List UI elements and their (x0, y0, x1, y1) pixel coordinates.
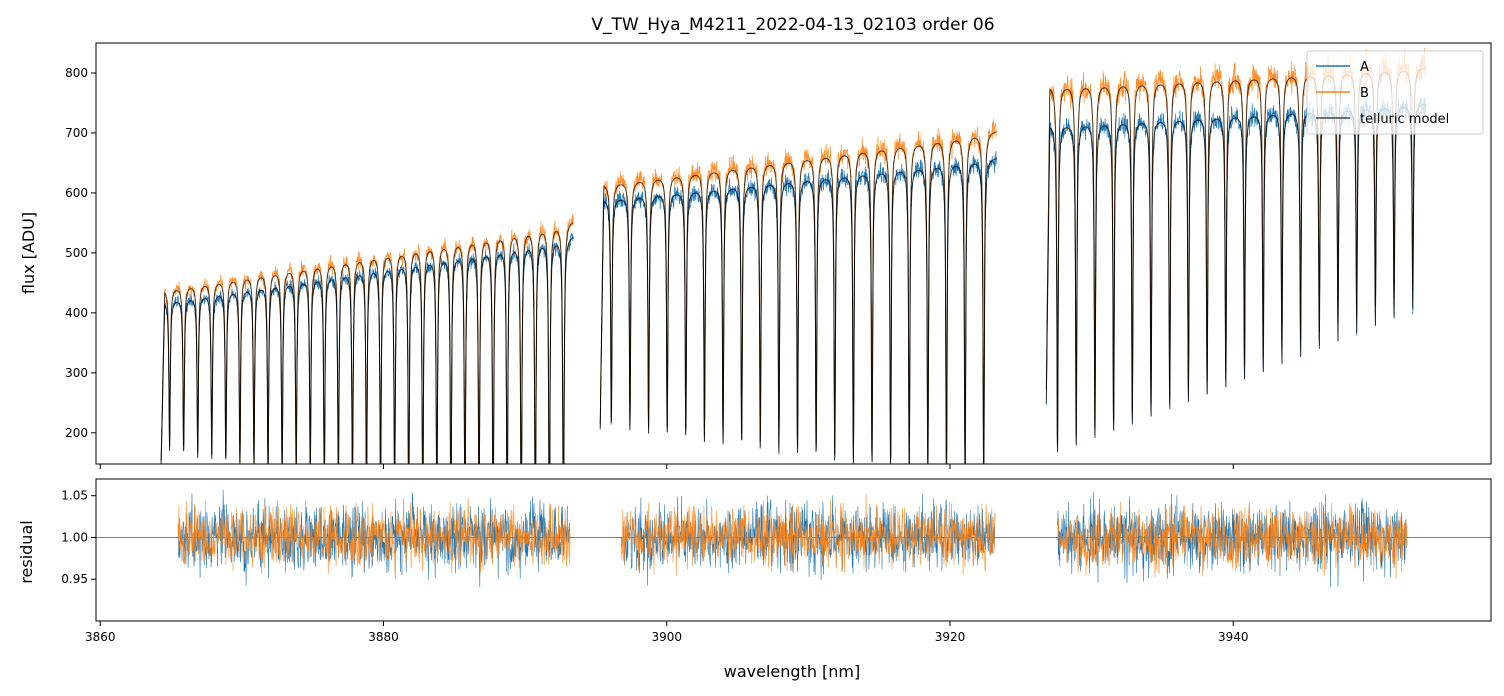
flux-y-tick-label: 500 (65, 246, 88, 260)
flux-y-tick-label: 200 (65, 426, 88, 440)
residual-y-tick-label: 1.05 (61, 489, 88, 503)
chart-title: V_TW_Hya_M4211_2022-04-13_02103 order 06 (591, 15, 994, 35)
residual-axis-ticks: 0.95 1.00 1.05 3860 3880 3900 3920 3940 (61, 489, 1248, 644)
telluric-model-b-segment-1 (160, 222, 574, 464)
residual-x-tick-label: 3860 (85, 630, 116, 644)
residual-y-tick-label: 0.95 (61, 572, 88, 586)
flux-y-tick-label: 600 (65, 186, 88, 200)
residual-x-tick-label: 3940 (1218, 630, 1249, 644)
legend-label-b: B (1360, 86, 1369, 101)
flux-axes-frame (95, 42, 1492, 465)
flux-y-tick-label: 300 (65, 366, 88, 380)
flux-axis-ticks: 200 300 400 500 600 700 800 (65, 66, 1234, 469)
residual-x-tick-label: 3920 (935, 630, 966, 644)
residual-series-group (96, 489, 1491, 588)
flux-y-tick-label: 700 (65, 126, 88, 140)
residual-x-tick-label: 3880 (368, 630, 399, 644)
residual-y-axis-label: residual (17, 520, 36, 583)
series-b-residual-segment-3 (1057, 501, 1408, 580)
flux-y-tick-label: 800 (65, 66, 88, 80)
legend: A B telluric model (1306, 50, 1484, 135)
series-b-residual-segment-2 (621, 494, 996, 576)
residual-y-tick-label: 1.00 (61, 530, 88, 544)
series-b-residual-segment-1 (177, 497, 571, 580)
flux-panel: 200 300 400 500 600 700 800 flux [ADU] A B tel… (19, 42, 1492, 469)
flux-y-axis-label: flux [ADU] (19, 212, 38, 294)
x-axis-label: wavelength [nm] (724, 662, 861, 681)
telluric-model-b-segment-2 (599, 131, 997, 464)
legend-label-a: A (1360, 60, 1369, 75)
flux-y-tick-label: 400 (65, 306, 88, 320)
legend-label-telluric-model: telluric model (1360, 112, 1449, 127)
legend-box (1306, 50, 1484, 135)
residual-panel: 0.95 1.00 1.05 3860 3880 3900 3920 3940 residua… (17, 478, 1492, 681)
residual-x-tick-label: 3900 (651, 630, 682, 644)
residual-axes-frame (95, 478, 1492, 622)
